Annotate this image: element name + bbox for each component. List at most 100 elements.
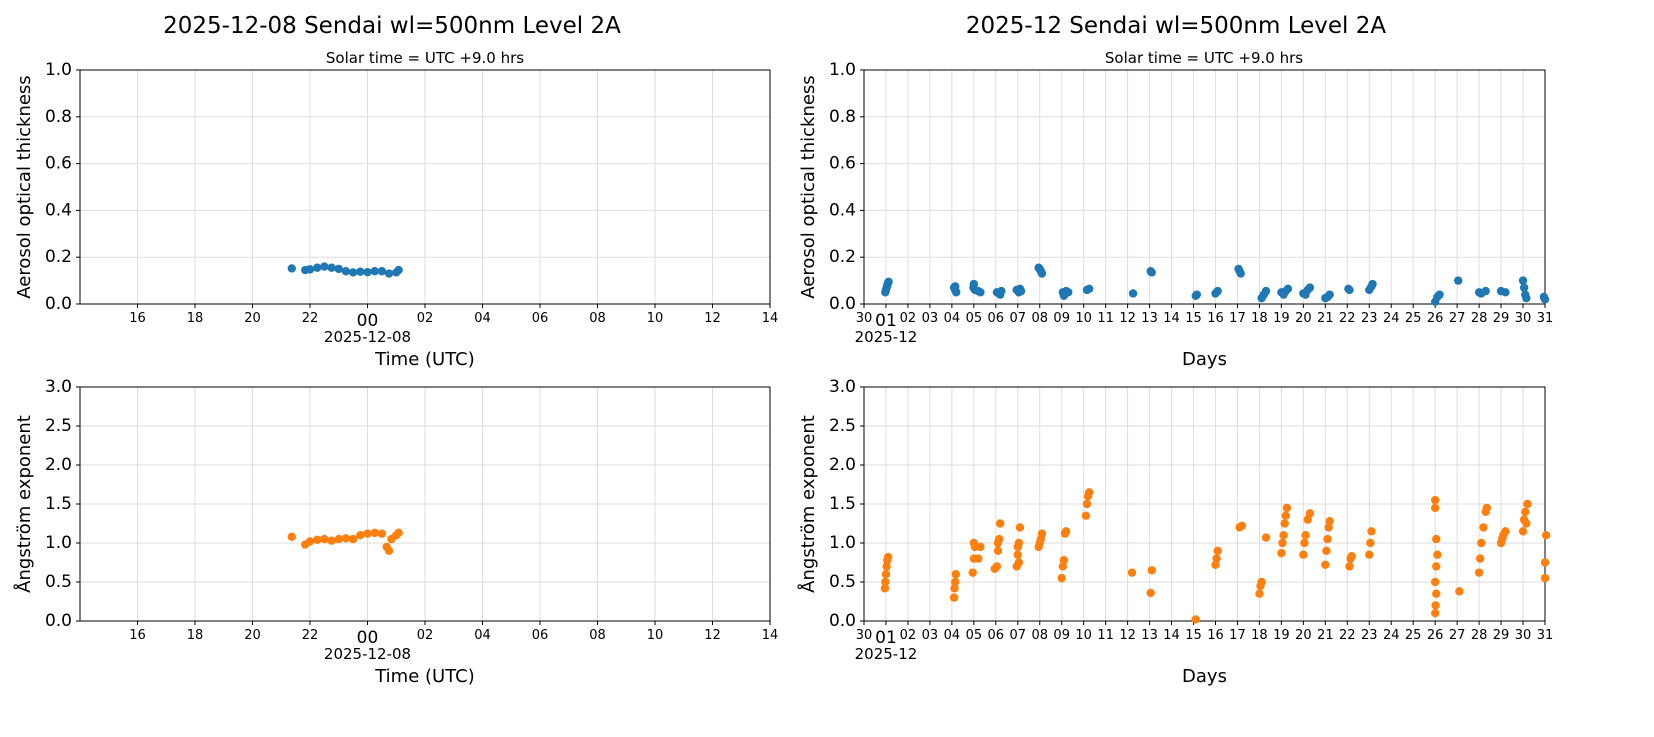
- y-tick-label: 0.6: [45, 154, 72, 174]
- data-point: [1282, 503, 1292, 513]
- y-tick-label: 0.2: [829, 247, 856, 267]
- data-point: [1061, 527, 1071, 536]
- x-tick-label: 12: [704, 628, 721, 643]
- x-tick-label: 14: [1163, 628, 1180, 643]
- x-tick-label: 21: [1317, 311, 1334, 326]
- data-point: [1299, 550, 1308, 559]
- x-tick-label: 06: [988, 628, 1005, 643]
- data-point: [1281, 511, 1290, 520]
- x-date-label: 2025-12: [855, 645, 918, 663]
- data-point: [1301, 531, 1310, 540]
- data-point: [996, 519, 1005, 528]
- data-point: [1277, 548, 1286, 558]
- data-point: [348, 268, 358, 277]
- data-point: [1212, 554, 1221, 563]
- y-tick-label: 0.4: [45, 200, 72, 220]
- data-point: [1325, 516, 1334, 526]
- data-point: [1431, 601, 1440, 610]
- x-tick-label: 30: [856, 311, 873, 326]
- x-tick-label: 18: [1251, 311, 1268, 326]
- y-tick-label: 0.4: [829, 200, 856, 220]
- data-point: [1261, 286, 1271, 296]
- data-point: [1345, 562, 1354, 571]
- data-point: [1013, 542, 1022, 552]
- data-point: [1432, 562, 1441, 571]
- x-tick-label: 22: [302, 628, 319, 643]
- data-point: [1255, 589, 1264, 598]
- data-point: [1283, 284, 1293, 293]
- x-tick-label: 29: [1493, 628, 1510, 643]
- data-point: [1322, 546, 1331, 555]
- y-tick-label: 3.0: [829, 377, 856, 397]
- x-tick-label: 23: [1361, 311, 1378, 326]
- data-point: [1323, 534, 1332, 544]
- x-tick-label: 02: [900, 311, 917, 326]
- data-point: [384, 546, 394, 555]
- data-point: [968, 568, 977, 577]
- y-tick-label: 0.0: [829, 294, 856, 314]
- data-point: [1261, 533, 1271, 542]
- data-point: [996, 290, 1005, 299]
- x-tick-label: 19: [1273, 311, 1290, 326]
- x-tick-label: 16: [1207, 628, 1224, 643]
- x-tick-label: 11: [1097, 628, 1114, 643]
- data-point: [394, 528, 403, 538]
- x-tick-label: 17: [1229, 628, 1246, 643]
- data-point: [1013, 550, 1022, 559]
- x-date-label: 2025-12-08: [324, 328, 411, 346]
- y-tick-label: 0.2: [45, 247, 72, 267]
- x-tick-label: 25: [1405, 311, 1422, 326]
- data-point: [1455, 587, 1464, 596]
- data-point: [1057, 573, 1066, 583]
- x-axis-label: Days: [1182, 349, 1227, 370]
- right-title: 2025-12 Sendai wl=500nm Level 2A: [966, 13, 1386, 39]
- data-point: [1432, 589, 1441, 598]
- data-point: [370, 267, 379, 276]
- data-point: [1016, 286, 1026, 296]
- data-point: [1280, 519, 1289, 528]
- x-tick-label: 01: [875, 628, 897, 648]
- y-axis-label: Ångström exponent: [13, 415, 35, 593]
- data-point: [334, 264, 343, 274]
- data-point: [1477, 538, 1486, 548]
- x-tick-label: 18: [1251, 628, 1268, 643]
- x-axis-label: Time (UTC): [374, 666, 475, 687]
- x-tick-label: 06: [988, 311, 1005, 326]
- data-point: [880, 584, 890, 593]
- data-point: [974, 554, 983, 563]
- data-point: [1147, 566, 1156, 575]
- x-tick-label: 26: [1427, 628, 1444, 643]
- x-tick-label: 08: [1031, 628, 1048, 643]
- data-point: [341, 267, 351, 276]
- x-tick-label: 07: [1010, 311, 1027, 326]
- y-tick-label: 0.0: [45, 611, 72, 631]
- data-point: [377, 529, 387, 538]
- x-tick-label: 12: [1119, 628, 1136, 643]
- data-point: [1474, 568, 1484, 577]
- data-point: [363, 267, 372, 277]
- x-tick-label: 03: [922, 628, 939, 643]
- data-point: [1082, 499, 1092, 509]
- y-tick-label: 0.5: [829, 572, 856, 592]
- data-point: [1059, 555, 1069, 565]
- data-point: [1479, 523, 1488, 532]
- data-point: [1128, 289, 1138, 298]
- y-tick-label: 3.0: [45, 377, 72, 397]
- x-tick-label: 04: [944, 311, 961, 326]
- x-tick-label: 15: [1185, 311, 1202, 326]
- data-point: [1430, 577, 1440, 587]
- x-tick-label: 04: [474, 628, 491, 643]
- x-tick-label: 01: [875, 311, 897, 331]
- x-tick-label: 26: [1427, 311, 1444, 326]
- data-point: [1064, 288, 1073, 297]
- data-point: [1475, 554, 1485, 563]
- data-point: [883, 552, 893, 562]
- data-point: [1127, 568, 1137, 577]
- data-point: [884, 277, 893, 286]
- x-tick-label: 10: [647, 311, 664, 326]
- data-point: [327, 263, 336, 272]
- y-tick-label: 0.8: [45, 107, 72, 127]
- data-point: [1522, 293, 1531, 303]
- y-axis-label: Aerosol optical thickness: [798, 75, 819, 298]
